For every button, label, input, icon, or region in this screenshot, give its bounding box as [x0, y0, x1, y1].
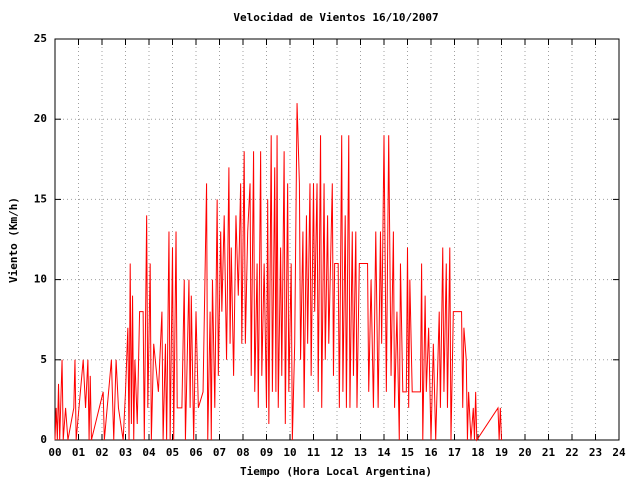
plot-frame — [54, 38, 620, 441]
x-tick-label: 17 — [448, 446, 461, 459]
x-tick-label: 08 — [236, 446, 249, 459]
y-axis-label: Viento (Km/h) — [7, 197, 20, 283]
x-tick-label: 12 — [330, 446, 343, 459]
y-tick-label: 5 — [40, 353, 47, 366]
x-tick-label: 06 — [189, 446, 203, 459]
y-tick-label: 15 — [34, 192, 47, 205]
x-tick-label: 09 — [260, 446, 273, 459]
x-tick-label: 24 — [612, 446, 626, 459]
y-tick-label: 20 — [34, 112, 47, 125]
x-axis-label: Tiempo (Hora Local Argentina) — [240, 465, 432, 478]
x-tick-label: 11 — [307, 446, 321, 459]
x-tick-label: 03 — [119, 446, 132, 459]
x-tick-label: 20 — [518, 446, 531, 459]
x-tick-label: 15 — [401, 446, 414, 459]
y-tick-label: 0 — [40, 433, 47, 446]
x-tick-label: 21 — [542, 446, 556, 459]
x-tick-label: 22 — [565, 446, 578, 459]
x-tick-label: 07 — [213, 446, 226, 459]
x-tick-label: 18 — [471, 446, 484, 459]
wind-line — [54, 103, 502, 442]
x-tick-label: 23 — [589, 446, 602, 459]
y-tick-label: 25 — [34, 32, 47, 45]
x-tick-label: 04 — [142, 446, 156, 459]
x-tick-label: 10 — [283, 446, 296, 459]
x-tick-label: 19 — [495, 446, 508, 459]
x-tick-label: 00 — [48, 446, 61, 459]
chart-title: Velocidad de Vientos 16/10/2007 — [233, 11, 438, 24]
x-tick-label: 05 — [166, 446, 179, 459]
x-tick-label: 01 — [72, 446, 86, 459]
x-tick-label: 02 — [95, 446, 108, 459]
x-tick-label: 16 — [424, 446, 438, 459]
x-tick-label: 14 — [377, 446, 391, 459]
y-tick-label: 10 — [34, 273, 47, 286]
x-tick-label: 13 — [354, 446, 367, 459]
